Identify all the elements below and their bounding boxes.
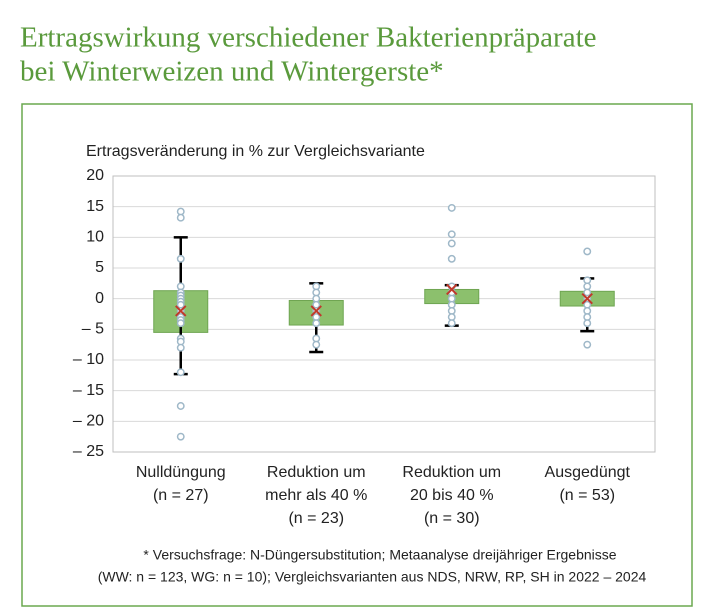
point	[176, 254, 185, 263]
y-tick-label: – 20	[73, 413, 104, 430]
chart-title: bei Winterweizen und Wintergerste*	[20, 56, 444, 88]
point	[312, 340, 321, 349]
mean-marker	[581, 292, 593, 305]
mean-stroke	[446, 283, 458, 296]
mean-marker	[175, 305, 187, 317]
mean-marker	[310, 305, 322, 317]
point	[176, 402, 185, 410]
y-tick-label: – 25	[73, 443, 104, 460]
y-tick-label: 20	[86, 167, 104, 184]
point	[583, 319, 592, 328]
y-tick-label: – 10	[73, 351, 104, 368]
x-tick-label: Nulldüngung	[136, 464, 226, 481]
mean-stroke	[175, 305, 187, 317]
x-tick-label: (n = 53)	[559, 487, 615, 504]
y-tick-label: 0	[95, 290, 104, 307]
frame	[21, 103, 693, 607]
y-tick-label: – 15	[73, 382, 104, 399]
point	[312, 319, 321, 328]
point	[176, 343, 185, 352]
point	[583, 247, 592, 256]
y-tick-label: – 5	[82, 321, 104, 338]
point	[176, 213, 185, 222]
x-tick-label: (n = 27)	[153, 487, 209, 504]
y-tick-label: 10	[86, 229, 104, 246]
x-tick-label: (n = 23)	[288, 510, 344, 527]
point	[176, 319, 185, 328]
mean-marker	[446, 283, 458, 296]
x-tick-label: Ausgedüngt	[545, 464, 631, 481]
footnote: (WW: n = 123, WG: n = 10); Vergleichsvar…	[98, 569, 647, 585]
x-tick-label: 20 bis 40 %	[410, 487, 494, 504]
y-tick-label: 15	[86, 198, 104, 215]
point	[583, 340, 592, 349]
y-tick-label: 5	[95, 259, 104, 276]
plot-border	[112, 175, 656, 453]
point	[176, 432, 185, 441]
x-tick-label: (n = 30)	[424, 510, 480, 527]
point	[447, 203, 456, 212]
point	[447, 230, 456, 239]
x-tick-label: Reduktion um	[402, 464, 501, 481]
chart-title: Ertragswirkung verschiedener Bakterienpr…	[20, 22, 597, 54]
point	[447, 254, 456, 263]
footnote: * Versuchsfrage: N-Düngersubstitution; M…	[143, 547, 616, 563]
x-tick-label: mehr als 40 %	[265, 487, 367, 504]
axis-title: Ertragsveränderung in % zur Vergleichsva…	[86, 143, 425, 160]
point	[447, 239, 456, 248]
mean-stroke	[581, 292, 593, 305]
point	[176, 368, 185, 377]
x-tick-label: Reduktion um	[267, 464, 366, 481]
point	[447, 319, 456, 328]
mean-stroke	[310, 305, 322, 317]
